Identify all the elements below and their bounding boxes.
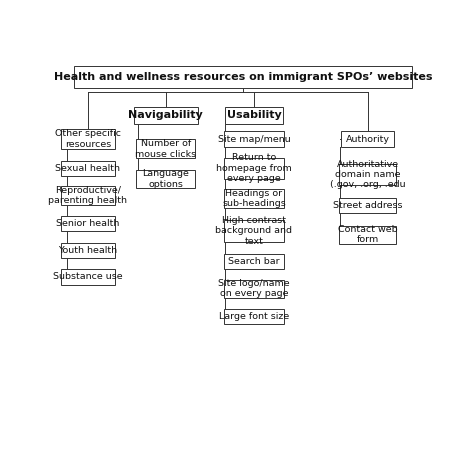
FancyBboxPatch shape (61, 216, 115, 231)
FancyBboxPatch shape (61, 269, 115, 284)
FancyBboxPatch shape (224, 190, 284, 208)
Text: Reproductive/
parenting health: Reproductive/ parenting health (48, 186, 128, 205)
FancyBboxPatch shape (339, 164, 396, 185)
FancyBboxPatch shape (225, 107, 283, 124)
Text: Senior health: Senior health (56, 219, 119, 228)
FancyBboxPatch shape (224, 220, 284, 242)
FancyBboxPatch shape (134, 107, 198, 124)
Text: Navigability: Navigability (128, 110, 203, 120)
Text: Substance use: Substance use (53, 273, 123, 282)
Text: High contrast
background and
text: High contrast background and text (216, 216, 292, 246)
FancyBboxPatch shape (224, 158, 284, 179)
Text: Usability: Usability (227, 110, 282, 120)
Text: Health and wellness resources on immigrant SPOs’ websites: Health and wellness resources on immigra… (54, 72, 432, 82)
Text: Headings or
sub-headings: Headings or sub-headings (222, 189, 286, 208)
Text: Large font size: Large font size (219, 312, 289, 321)
FancyBboxPatch shape (224, 309, 284, 324)
FancyBboxPatch shape (137, 139, 195, 158)
FancyBboxPatch shape (224, 280, 284, 298)
Text: Search bar: Search bar (228, 257, 280, 266)
FancyBboxPatch shape (339, 226, 396, 244)
Text: Language
options: Language options (142, 169, 189, 189)
FancyBboxPatch shape (61, 186, 115, 205)
Text: Youth health: Youth health (58, 246, 118, 255)
Text: Site logo/name
on every page: Site logo/name on every page (218, 279, 290, 298)
FancyBboxPatch shape (61, 243, 115, 258)
Text: Other specific
resources: Other specific resources (55, 129, 121, 149)
Text: Sexual health: Sexual health (55, 164, 120, 173)
FancyBboxPatch shape (61, 129, 115, 149)
Text: Contact web
form: Contact web form (338, 225, 398, 244)
Text: Return to
homepage from
every page: Return to homepage from every page (216, 153, 292, 183)
FancyBboxPatch shape (137, 170, 195, 188)
FancyBboxPatch shape (224, 131, 284, 146)
Text: Number of
mouse clicks: Number of mouse clicks (135, 139, 196, 159)
FancyBboxPatch shape (341, 131, 394, 146)
Text: Authority: Authority (346, 135, 390, 144)
Text: Site map/menu: Site map/menu (218, 135, 290, 144)
Text: Street address: Street address (333, 201, 402, 210)
FancyBboxPatch shape (224, 254, 284, 269)
FancyBboxPatch shape (339, 198, 396, 213)
FancyBboxPatch shape (61, 161, 115, 176)
FancyBboxPatch shape (74, 66, 412, 88)
Text: Authoritative
domain name
(.gov, .org, .edu: Authoritative domain name (.gov, .org, .… (330, 160, 406, 189)
